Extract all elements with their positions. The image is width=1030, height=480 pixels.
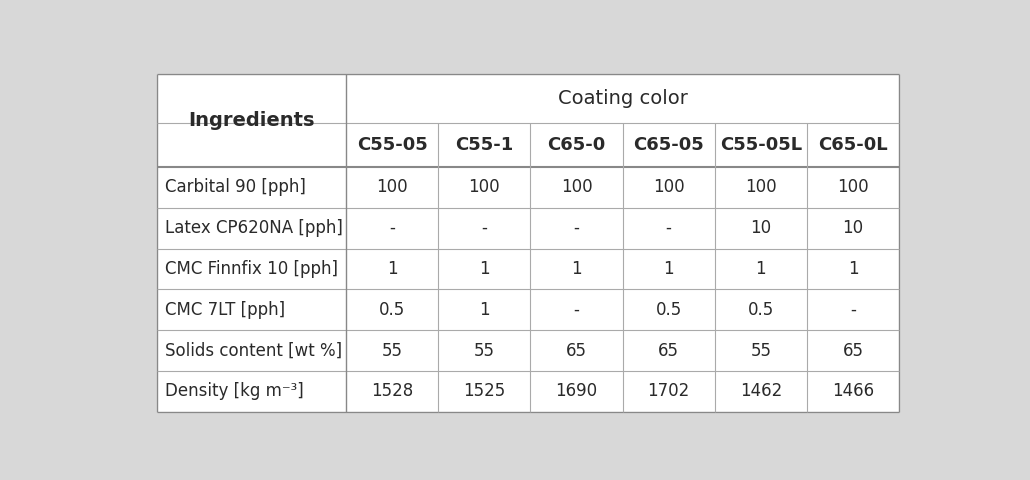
Text: 1528: 1528 (371, 382, 413, 400)
Text: 100: 100 (376, 179, 408, 196)
Text: 1525: 1525 (464, 382, 506, 400)
Text: C55-05L: C55-05L (720, 136, 802, 154)
Text: Density [kg m⁻³]: Density [kg m⁻³] (165, 382, 304, 400)
Text: 1: 1 (755, 260, 766, 278)
Text: -: - (389, 219, 396, 237)
Text: 65: 65 (658, 341, 679, 360)
Text: 100: 100 (837, 179, 868, 196)
Text: 100: 100 (745, 179, 777, 196)
Text: -: - (665, 219, 672, 237)
Text: C65-0L: C65-0L (818, 136, 888, 154)
Text: 55: 55 (381, 341, 403, 360)
Text: -: - (574, 219, 580, 237)
Text: -: - (481, 219, 487, 237)
Text: Carbital 90 [pph]: Carbital 90 [pph] (165, 179, 306, 196)
Text: 0.5: 0.5 (379, 301, 405, 319)
Text: 65: 65 (565, 341, 587, 360)
Text: 55: 55 (750, 341, 771, 360)
Text: 1: 1 (663, 260, 674, 278)
Text: 1466: 1466 (832, 382, 874, 400)
Text: 100: 100 (469, 179, 501, 196)
Text: Latex CP620NA [pph]: Latex CP620NA [pph] (165, 219, 343, 237)
Text: 1: 1 (479, 301, 489, 319)
Text: 0.5: 0.5 (748, 301, 774, 319)
Text: C65-0: C65-0 (547, 136, 606, 154)
Text: 1: 1 (479, 260, 489, 278)
Text: Solids content [wt %]: Solids content [wt %] (165, 341, 342, 360)
Text: CMC Finnfix 10 [pph]: CMC Finnfix 10 [pph] (165, 260, 338, 278)
Text: Ingredients: Ingredients (188, 111, 314, 130)
Text: 0.5: 0.5 (655, 301, 682, 319)
Text: 55: 55 (474, 341, 494, 360)
Text: Coating color: Coating color (557, 89, 687, 108)
Text: C65-05: C65-05 (633, 136, 703, 154)
Text: C55-05: C55-05 (356, 136, 427, 154)
Text: 1: 1 (848, 260, 858, 278)
Text: -: - (574, 301, 580, 319)
Text: 1: 1 (571, 260, 582, 278)
Text: 1702: 1702 (648, 382, 690, 400)
Text: 1: 1 (387, 260, 398, 278)
Text: -: - (850, 301, 856, 319)
Text: CMC 7LT [pph]: CMC 7LT [pph] (165, 301, 285, 319)
Text: 1690: 1690 (555, 382, 597, 400)
Text: 1462: 1462 (740, 382, 782, 400)
Text: C55-1: C55-1 (455, 136, 513, 154)
Text: 100: 100 (560, 179, 592, 196)
Text: 65: 65 (843, 341, 863, 360)
Text: 100: 100 (653, 179, 684, 196)
Text: 10: 10 (750, 219, 771, 237)
Text: 10: 10 (843, 219, 863, 237)
